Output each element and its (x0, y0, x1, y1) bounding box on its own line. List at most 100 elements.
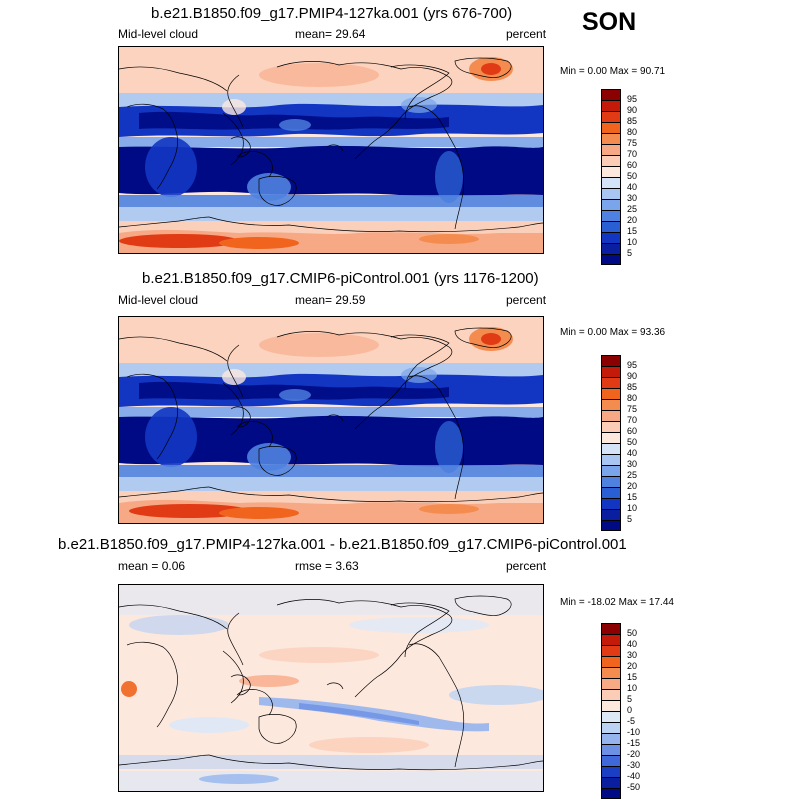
map-field (119, 585, 543, 791)
colorbar-tick-label: 60 (627, 160, 638, 170)
map-field (119, 47, 543, 253)
colorbar-swatch (601, 410, 621, 421)
colorbar-swatch (601, 210, 621, 221)
map-field (119, 317, 543, 523)
colorbar-tick-label: 20 (627, 661, 638, 671)
colorbar-swatch (601, 722, 621, 733)
colorbar-tick-label: 80 (627, 127, 638, 137)
panel-3-mean: mean = 0.06 (118, 559, 186, 573)
colorbar-tick-label: 10 (627, 503, 638, 513)
colorbar-swatch (601, 432, 621, 443)
colorbar-tick-label: 95 (627, 360, 638, 370)
panel-2-minmax: Min = 0.00 Max = 93.36 (560, 327, 666, 338)
colorbar-swatch (601, 465, 621, 476)
colorbar-tick-label: 5 (627, 694, 633, 704)
colorbar-swatch (601, 777, 621, 788)
panel-2-title: b.e21.B1850.f09_g17.CMIP6-piControl.001 … (142, 270, 539, 287)
panel-1-units: percent (506, 27, 547, 41)
colorbar-tick-label: 15 (627, 226, 638, 236)
panel-3-title: b.e21.B1850.f09_g17.PMIP4-127ka.001 - b.… (58, 536, 627, 553)
colorbar-tick-label: -15 (627, 738, 641, 748)
colorbar-swatch (601, 243, 621, 254)
colorbar-swatch (601, 733, 621, 744)
colorbar-tick-label: 15 (627, 492, 638, 502)
colorbar-tick-label: 40 (627, 182, 638, 192)
colorbar-swatch (601, 199, 621, 210)
colorbar-tick-label: 25 (627, 204, 638, 214)
colorbar-tick-label: 10 (627, 683, 638, 693)
colorbar-tick-label: 85 (627, 116, 638, 126)
panel-2-map (118, 316, 544, 524)
colorbar-tick-label: 70 (627, 149, 638, 159)
colorbar-swatch (601, 766, 621, 777)
colorbar-swatch (601, 711, 621, 722)
colorbar-swatch (601, 744, 621, 755)
colorbar-swatch (601, 122, 621, 133)
colorbar-tick-label: -30 (627, 760, 641, 770)
colorbar-swatch (601, 700, 621, 711)
colorbar-tick-label: 40 (627, 448, 638, 458)
colorbar-swatch (601, 89, 621, 100)
colorbar-swatch (601, 111, 621, 122)
colorbar-tick-label: 5 (627, 248, 633, 258)
panel-1-title: b.e21.B1850.f09_g17.PMIP4-127ka.001 (yrs… (151, 5, 513, 22)
colorbar-swatch (601, 667, 621, 678)
colorbar-swatch (601, 377, 621, 388)
season-label: SON (582, 8, 637, 36)
colorbar-frame (601, 355, 621, 531)
colorbar-frame (601, 623, 621, 799)
colorbar-tick-label: 90 (627, 371, 638, 381)
panel-1-variable: Mid-level cloud (118, 27, 199, 41)
colorbar-tick-label: 20 (627, 481, 638, 491)
colorbar-swatch (601, 689, 621, 700)
colorbar-tick-label: 50 (627, 628, 638, 638)
colorbar-swatch (601, 509, 621, 520)
colorbar-tick-label: 50 (627, 171, 638, 181)
panel-1-mean: mean= 29.64 (295, 27, 366, 41)
colorbar-swatch (601, 755, 621, 766)
colorbar-swatch (601, 645, 621, 656)
colorbar-tick-label: 15 (627, 672, 638, 682)
panel-1-map (118, 46, 544, 254)
colorbar-swatch (601, 454, 621, 465)
colorbar-tick-label: 95 (627, 94, 638, 104)
panel-3-map (118, 584, 544, 792)
colorbar-tick-label: -5 (627, 716, 636, 726)
colorbar-swatch (601, 476, 621, 487)
panel-2-variable: Mid-level cloud (118, 293, 199, 307)
panel-2-mean: mean= 29.59 (295, 293, 366, 307)
colorbar-swatch (601, 421, 621, 432)
colorbar-swatch (601, 355, 621, 366)
colorbar-swatch (601, 166, 621, 177)
colorbar-swatch (601, 678, 621, 689)
panel-2-units: percent (506, 293, 547, 307)
colorbar-tick-label: 30 (627, 193, 638, 203)
panel-3-minmax: Min = -18.02 Max = 17.44 (560, 597, 674, 608)
colorbar-tick-label: 75 (627, 404, 638, 414)
panel-1-minmax: Min = 0.00 Max = 90.71 (560, 66, 666, 77)
colorbar-tick-label: 30 (627, 459, 638, 469)
colorbar-tick-label: -50 (627, 782, 641, 792)
colorbar-tick-label: -20 (627, 749, 641, 759)
colorbar-tick-label: 90 (627, 105, 638, 115)
colorbar-swatch (601, 221, 621, 232)
colorbar-swatch (601, 144, 621, 155)
colorbar-swatch (601, 498, 621, 509)
colorbar-swatch (601, 188, 621, 199)
colorbar-tick-label: 75 (627, 138, 638, 148)
colorbar-swatch (601, 487, 621, 498)
colorbar-tick-label: 80 (627, 393, 638, 403)
colorbar-frame (601, 89, 621, 265)
colorbar-tick-label: 20 (627, 215, 638, 225)
colorbar-swatch (601, 623, 621, 634)
panel-2-colorbar: 95 90 85 80 75 70 60 50 40 30 25 20 15 10 5 (601, 355, 637, 531)
colorbar-swatch (601, 366, 621, 377)
colorbar-swatch (601, 100, 621, 111)
colorbar-swatch (601, 155, 621, 166)
colorbar-swatch (601, 443, 621, 454)
colorbar-tick-label: 25 (627, 470, 638, 480)
colorbar-swatch (601, 634, 621, 645)
colorbar-tick-label: 30 (627, 650, 638, 660)
colorbar-swatch (601, 520, 621, 531)
colorbar-tick-label: 50 (627, 437, 638, 447)
